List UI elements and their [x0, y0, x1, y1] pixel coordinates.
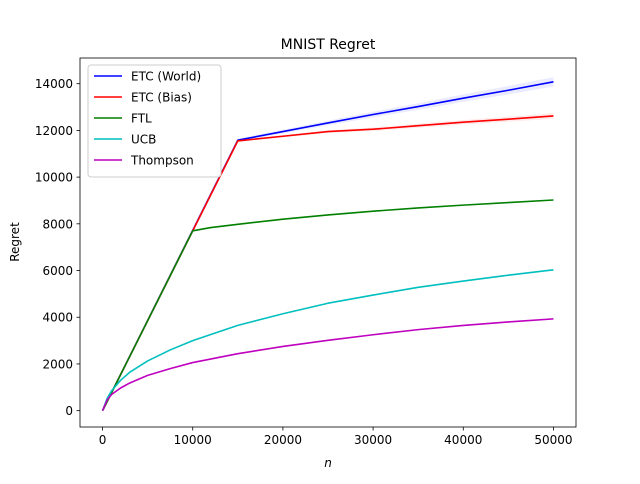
x-tick-label: 10000 — [174, 433, 212, 447]
series-line — [101, 318, 554, 411]
series-lines — [101, 81, 554, 412]
y-tick-label: 8000 — [42, 217, 73, 231]
series-line — [101, 81, 554, 412]
legend: ETC (World) ETC (Bias) FTL UCB Thompson — [87, 64, 222, 178]
series-line — [101, 115, 554, 412]
legend-label: FTL — [131, 112, 152, 126]
y-tick-label: 6000 — [42, 264, 73, 278]
y-tick-label: 4000 — [42, 311, 73, 325]
legend-box — [87, 64, 222, 178]
series-line — [101, 269, 554, 411]
plot-frame — [79, 57, 577, 428]
legend-label: ETC (World) — [131, 70, 201, 84]
y-tick-label: 14000 — [35, 77, 73, 91]
legend-label: ETC (Bias) — [131, 91, 192, 105]
x-tick-label: 50000 — [534, 433, 572, 447]
y-tick-label: 10000 — [35, 171, 73, 185]
y-tick-label: 2000 — [42, 357, 73, 371]
x-tick-label: 40000 — [444, 433, 482, 447]
y-axis: 0 2000 4000 6000 8000 10000 12000 14000 — [35, 77, 80, 418]
legend-label: UCB — [131, 133, 156, 147]
chart-title: MNIST Regret — [281, 37, 376, 53]
x-axis: 0 10000 20000 30000 40000 50000 — [99, 427, 573, 447]
y-tick-label: 12000 — [35, 124, 73, 138]
y-axis-label: Regret — [8, 222, 22, 262]
x-axis-label: n — [324, 456, 332, 470]
x-tick-label: 20000 — [264, 433, 302, 447]
y-tick-label: 0 — [65, 404, 73, 418]
series-line — [101, 199, 554, 412]
legend-label: Thompson — [130, 154, 194, 168]
x-tick-label: 0 — [99, 433, 107, 447]
x-tick-label: 30000 — [354, 433, 392, 447]
